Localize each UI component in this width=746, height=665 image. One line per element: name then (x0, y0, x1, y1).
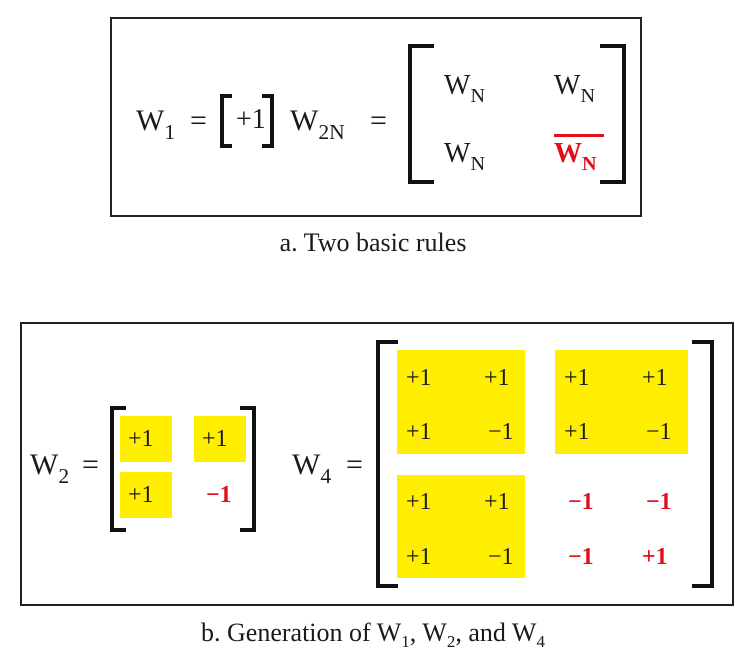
w4-symbol: W4 (292, 448, 332, 489)
w4-bracket-right (692, 340, 714, 588)
w1-bracket-right (262, 94, 274, 148)
w2-bracket-left (110, 406, 126, 532)
w4-cell-3-3: −1 (568, 489, 594, 515)
w4-cell-2-3: +1 (564, 419, 590, 445)
w4-cell-1-2: +1 (484, 365, 510, 391)
w1-value: +1 (236, 104, 266, 135)
w2n-symbol: W2N (290, 104, 345, 145)
w2-highlight-2-1 (120, 472, 172, 518)
w2-cell-2-1: +1 (128, 482, 154, 508)
w4-cell-1-1: +1 (406, 365, 432, 391)
w2-cell-1-1: +1 (128, 426, 154, 452)
w4-cell-3-2: +1 (484, 489, 510, 515)
w4-highlight-top-right (555, 350, 688, 454)
w4-cell-2-2: −1 (488, 419, 514, 445)
w1-bracket-left (220, 94, 232, 148)
w1-equals: = (190, 104, 207, 137)
w2-symbol: W2 (30, 448, 70, 489)
w4-cell-4-3: −1 (568, 544, 594, 570)
w4-cell-4-4: +1 (642, 544, 668, 570)
w2n-bracket-left (408, 44, 434, 184)
w1-symbol: W1 (136, 104, 176, 145)
caption-b: b. Generation of W1, W2, and W4 (201, 618, 545, 651)
w4-cell-2-4: −1 (646, 419, 672, 445)
panel-b-frame (20, 322, 734, 606)
w4-highlight-top-left (397, 350, 525, 454)
w4-cell-3-4: −1 (646, 489, 672, 515)
w4-highlight-bottom-left (397, 475, 525, 578)
w4-cell-2-1: +1 (406, 419, 432, 445)
w2-highlight-1-2 (194, 416, 246, 462)
w2-cell-1-2: +1 (202, 426, 228, 452)
w4-cell-4-1: +1 (406, 544, 432, 570)
w4-cell-1-3: +1 (564, 365, 590, 391)
w2-bracket-right (240, 406, 256, 532)
w2-highlight-1-1 (120, 416, 172, 462)
w2n-cell-2-2-complement: WN (554, 138, 597, 176)
w4-cell-3-1: +1 (406, 489, 432, 515)
w2n-cell-2-1: WN (444, 138, 485, 176)
w4-equals: = (346, 448, 363, 481)
caption-a: a. Two basic rules (279, 228, 467, 257)
w2n-cell-1-2: WN (554, 70, 595, 108)
complement-overline (554, 134, 604, 137)
w2-cell-2-2: −1 (206, 482, 232, 508)
w4-cell-1-4: +1 (642, 365, 668, 391)
w4-bracket-left (376, 340, 398, 588)
w2n-equals: = (370, 104, 387, 137)
w4-cell-4-2: −1 (488, 544, 514, 570)
panel-a-frame (110, 17, 642, 217)
w2n-bracket-right (600, 44, 626, 184)
w2n-cell-1-1: WN (444, 70, 485, 108)
w2-equals: = (82, 448, 99, 481)
